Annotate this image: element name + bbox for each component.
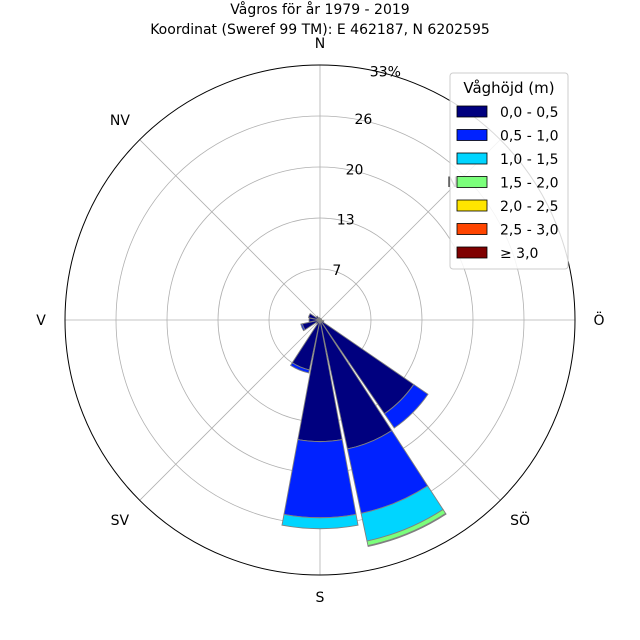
legend-box — [449, 72, 569, 270]
grid-spoke — [139, 139, 321, 321]
direction-label: S — [316, 590, 325, 606]
radial-tick-label: 26 — [355, 112, 373, 128]
legend-label: 0,0 - 0,5 — [500, 105, 558, 121]
legend-swatch — [456, 223, 488, 235]
sector-segment — [367, 512, 447, 547]
legend-label: 2,5 - 3,0 — [500, 223, 558, 239]
legend-swatch — [456, 129, 488, 141]
legend-swatch — [456, 246, 488, 259]
sector-segment — [281, 513, 359, 530]
sector-segment — [289, 362, 310, 374]
legend-label: 1,0 - 1,5 — [500, 152, 558, 168]
legend-label: 0,5 - 1,0 — [500, 129, 558, 145]
direction-label: SÖ — [510, 511, 530, 529]
legend-items: 0,0 - 0,5 0,5 - 1,0 1,0 - 1,5 1,5 - 2,0 2,0 … — [456, 105, 558, 262]
radial-tick-label: 33% — [370, 65, 401, 81]
direction-label: SV — [111, 513, 130, 529]
direction-label: V — [36, 313, 46, 329]
legend-label: 1,5 - 2,0 — [500, 176, 558, 192]
radial-tick-label: 13 — [337, 213, 355, 229]
direction-label: N — [315, 36, 325, 52]
legend-swatch — [456, 105, 488, 118]
legend-label: ≥ 3,0 — [500, 246, 538, 262]
legend-swatch — [456, 152, 488, 165]
chart-title-line1: Vågros för år 1979 - 2019 — [230, 1, 409, 18]
grid-spoke — [139, 319, 321, 501]
sector-segment — [300, 323, 306, 332]
sector-segment — [318, 317, 321, 321]
sector-segment — [383, 383, 429, 429]
legend-title: Våghöjd (m) — [463, 79, 554, 97]
radial-tick-label: 20 — [346, 162, 364, 178]
radial-tick-label: 7 — [332, 263, 341, 279]
sector-segment — [283, 439, 357, 519]
polar-frame — [64, 64, 576, 576]
chart-title-line2: Koordinat (Sweref 99 TM): E 462187, N 62… — [150, 22, 490, 38]
legend-label: 2,0 - 2,5 — [500, 199, 558, 215]
legend: Våghöjd (m) 0,0 - 0,5 0,5 - 1,0 1,0 - 1,5 1… — [449, 72, 569, 270]
wave-sectors — [281, 312, 447, 547]
direction-label: NV — [110, 113, 130, 129]
legend-swatch — [456, 176, 488, 188]
radial-tick-labels: 7 13 20 26 33% — [332, 65, 401, 279]
direction-label: Ö — [593, 311, 604, 329]
legend-swatch — [456, 199, 488, 212]
